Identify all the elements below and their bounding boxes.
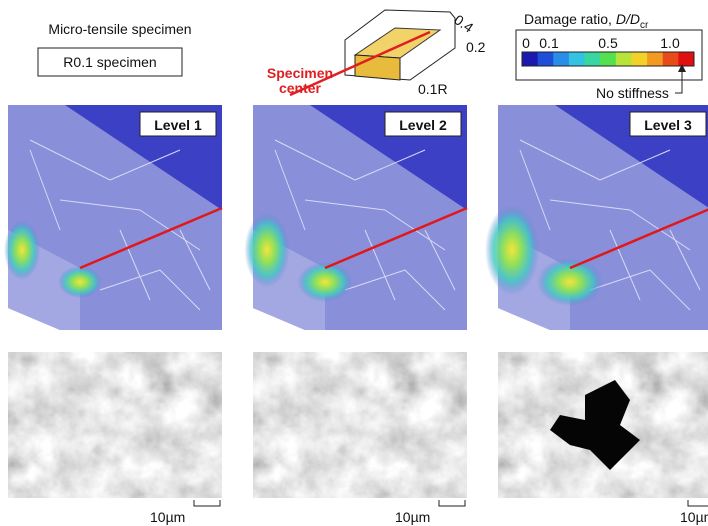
dim-radius: 0.1R (418, 81, 448, 97)
colorbar-segment (663, 52, 679, 66)
colorbar-segment (678, 52, 694, 66)
legend: Damage ratio, D/Dcr 0 0.1 0.5 1.0 No stiffn… (516, 11, 702, 101)
colorbar-tick-label: 1.0 (660, 35, 680, 51)
sem-image (8, 352, 222, 498)
center-label: center (279, 80, 322, 96)
colorbar-tick-label: 0.5 (598, 35, 618, 51)
colorbar-segment (631, 52, 647, 66)
simulation-view: Level 2 (245, 105, 468, 330)
legend-title: Damage ratio, D/Dcr (524, 11, 649, 31)
damage-hotspot (58, 266, 102, 298)
damage-hotspot (4, 220, 40, 280)
panel: Level 2 10µm (245, 105, 468, 525)
colorbar-segment (522, 52, 538, 66)
panel: Level 3 10µm (485, 105, 708, 525)
colorbar-segment (616, 52, 632, 66)
colorbar-segment (553, 52, 569, 66)
center-label: Specimen (267, 65, 333, 81)
left-title: Micro-tensile specimen (48, 21, 191, 37)
colorbar-segment (569, 52, 585, 66)
colorbar-tick-label: 0 (522, 35, 530, 51)
panel: Level 1 10µm (4, 105, 222, 525)
scale-bar (194, 500, 220, 506)
colorbar-segment (585, 52, 601, 66)
simulation-view: Level 1 (4, 105, 222, 330)
damage-hotspot (485, 205, 539, 295)
figure: Micro-tensile specimen R0.1 specimen 0.4… (0, 0, 708, 526)
colorbar-segment (538, 52, 554, 66)
legend-symbol: D/D (616, 11, 640, 27)
scale-bar (439, 500, 465, 506)
damage-hotspot (537, 258, 603, 306)
sem-image (253, 352, 467, 498)
simulation-view: Level 3 (485, 105, 708, 330)
colorbar-segment (647, 52, 663, 66)
specimen-label: R0.1 specimen (63, 54, 156, 70)
damage-hotspot (245, 213, 290, 288)
scale-bar (688, 500, 708, 506)
colorbar-tick-label: 0.1 (539, 35, 559, 51)
specimen-schematic: 0.4 0.2 0.1R Specimen center (267, 10, 486, 97)
dim-height: 0.2 (466, 39, 486, 55)
no-stiffness-label: No stiffness (596, 85, 669, 101)
level-label: Level 1 (154, 117, 202, 133)
level-label: Level 3 (644, 117, 692, 133)
scale-bar-label: 10µm (150, 509, 185, 525)
level-label: Level 2 (399, 117, 447, 133)
legend-subscript: cr (640, 20, 649, 31)
colorbar-segment (600, 52, 616, 66)
legend-title-text: Damage ratio, (524, 11, 616, 27)
scale-bar-label: 10µm (395, 509, 430, 525)
scale-bar-label: 10µm (680, 509, 708, 525)
